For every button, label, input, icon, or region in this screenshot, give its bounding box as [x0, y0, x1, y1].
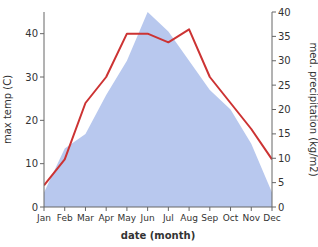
plot-area	[44, 12, 272, 207]
x-tick-label: Mar	[77, 213, 94, 223]
y2-tick	[272, 207, 276, 208]
y2-tick	[272, 12, 276, 13]
y2-tick-label: 5	[278, 177, 284, 188]
y2-tick-label: 10	[278, 153, 291, 164]
x-tick-label: Jun	[140, 213, 155, 223]
y-tick	[40, 120, 44, 121]
x-tick-label: Aug	[180, 213, 198, 223]
x-axis-line	[44, 207, 272, 208]
chart-container: 0 10 20 30 40 0 5 10 15 20 25 30 35 40 Jan Feb Mar Apr May…	[0, 0, 318, 247]
x-tick-label: Sep	[201, 213, 218, 223]
x-tick	[251, 207, 252, 211]
x-tick-label: Jul	[162, 213, 174, 223]
y-axis-line	[44, 12, 45, 207]
y2-tick-label: 35	[278, 31, 291, 42]
y2-tick	[272, 158, 276, 159]
x-tick-label: Oct	[223, 213, 239, 223]
y-tick	[40, 33, 44, 34]
y2-tick	[272, 182, 276, 183]
y-tick-label: 30	[25, 72, 38, 83]
y2-tick-label: 0	[278, 202, 284, 213]
x-tick-label: May	[118, 213, 137, 223]
y2-tick-label: 15	[278, 128, 291, 139]
x-tick	[147, 207, 148, 211]
y2-tick-label: 40	[278, 7, 291, 18]
y-tick-label: 40	[25, 28, 38, 39]
precipitation-area	[44, 12, 272, 207]
x-tick	[126, 207, 127, 211]
page: {"chart_data": {"type": "line", "xlabel"…	[0, 0, 318, 247]
y-tick-label: 0	[32, 202, 38, 213]
y-tick	[40, 207, 44, 208]
x-axis-title: date (month)	[121, 230, 195, 241]
x-tick	[230, 207, 231, 211]
x-tick-label: Apr	[98, 213, 114, 223]
y-tick	[40, 77, 44, 78]
y2-tick	[272, 133, 276, 134]
y2-tick	[272, 36, 276, 37]
x-tick	[272, 207, 273, 211]
x-tick-label: Nov	[242, 213, 260, 223]
y2-tick-label: 30	[278, 55, 291, 66]
x-tick	[209, 207, 210, 211]
y2-tick-label: 20	[278, 104, 291, 115]
x-tick-label: Feb	[57, 213, 73, 223]
y2-tick	[272, 60, 276, 61]
y2-tick	[272, 85, 276, 86]
y2-tick-label: 25	[278, 80, 291, 91]
y-axis-title: max temp (C)	[2, 75, 13, 144]
x-tick-label: Dec	[263, 213, 280, 223]
temperature-line	[44, 29, 272, 185]
x-tick	[106, 207, 107, 211]
x-tick	[85, 207, 86, 211]
y-tick-label: 10	[25, 158, 38, 169]
y-tick	[40, 163, 44, 164]
x-tick	[44, 207, 45, 211]
y2-tick	[272, 109, 276, 110]
x-tick	[64, 207, 65, 211]
y2-axis-title: med. precipitation (kg/m2)	[308, 42, 318, 176]
y-tick-label: 20	[25, 115, 38, 126]
x-tick	[189, 207, 190, 211]
x-tick-label: Jan	[36, 213, 51, 223]
chart-svg: 0 10 20 30 40 0 5 10 15 20 25 30 35 40 Jan Feb Mar Apr May…	[0, 0, 318, 247]
x-tick	[168, 207, 169, 211]
